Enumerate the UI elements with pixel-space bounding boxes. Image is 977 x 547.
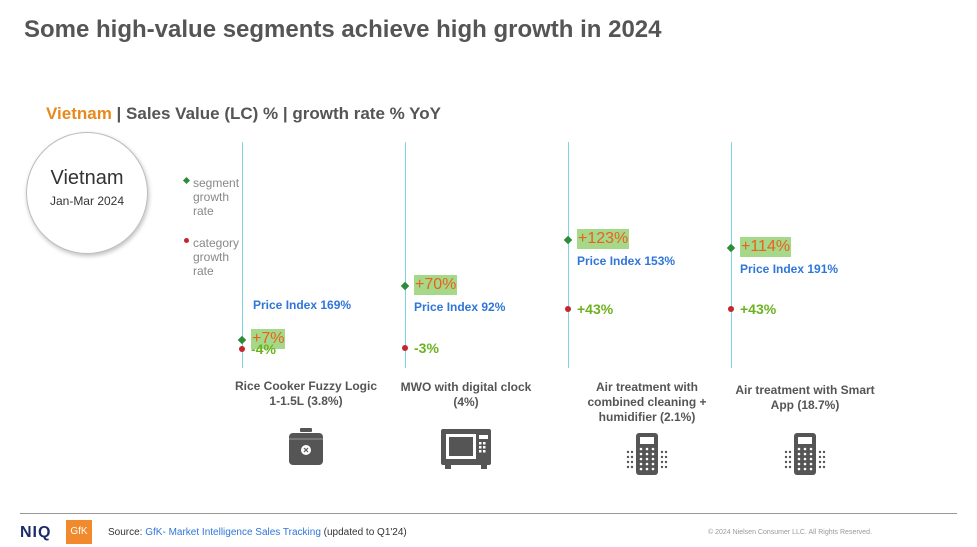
legend-category: category growth rate — [184, 236, 253, 278]
category-growth-marker — [239, 345, 245, 352]
category-label: Air treatment with combined cleaning + h… — [587, 380, 707, 424]
period-badge: Vietnam Jan-Mar 2024 — [26, 132, 148, 254]
price-index-label: Price Index 92% — [414, 299, 506, 314]
segment-growth-label: +7% — [251, 328, 286, 349]
source-suffix: (updated to Q1'24) — [320, 527, 407, 538]
category-label: Air treatment with Smart App (18.7%) — [735, 383, 875, 412]
footer-divider — [20, 513, 957, 514]
category-axis-line — [731, 142, 732, 368]
legend-category-label: category growth rate — [193, 236, 240, 278]
legend-category-marker — [184, 238, 189, 243]
air-purifier-icon — [625, 432, 669, 481]
category-growth-label: -4% — [251, 340, 276, 357]
subtitle-country: Vietnam — [46, 104, 112, 123]
source-prefix: Source: — [108, 527, 146, 538]
segment-growth-label: +70% — [414, 274, 458, 295]
category-axis-line — [568, 142, 569, 368]
badge-period: Jan-Mar 2024 — [49, 194, 125, 208]
badge-country: Vietnam — [50, 167, 124, 189]
category-axis-line — [242, 142, 243, 368]
segment-growth-label: +114% — [740, 237, 792, 258]
category-growth-label: +43% — [740, 300, 777, 317]
page-title: Some high-value segments achieve high gr… — [24, 16, 662, 43]
microwave-icon — [440, 428, 492, 475]
niq-logo: NIQ — [20, 524, 52, 541]
legend-segment-marker — [182, 176, 191, 185]
segment-growth-marker — [726, 243, 736, 253]
source-note: Source: GfK- Market Intelligence Sales T… — [108, 527, 407, 538]
chart-subtitle: Vietnam | Sales Value (LC) % | growth ra… — [46, 104, 441, 124]
subtitle-text: | Sales Value (LC) % | growth rate % YoY — [111, 104, 441, 123]
price-index-label: Price Index 153% — [577, 254, 676, 269]
segment-growth-marker — [237, 335, 247, 344]
price-index-label: Price Index 191% — [740, 262, 839, 277]
segment-growth-marker — [400, 281, 410, 290]
category-label: Rice Cooker Fuzzy Logic 1-1.5L (3.8%) — [234, 379, 378, 408]
category-growth-label: +43% — [577, 300, 614, 317]
category-label: MWO with digital clock (4%) — [400, 380, 532, 409]
gfk-logo: GfK — [66, 520, 92, 544]
legend-segment: segment growth rate — [182, 176, 253, 218]
rice-cooker-icon — [288, 428, 324, 471]
category-growth-marker — [728, 305, 734, 312]
source-link[interactable]: GfK- Market Intelligence Sales Tracking — [145, 527, 321, 538]
category-growth-label: -3% — [414, 340, 439, 357]
segment-growth-marker — [563, 236, 573, 245]
segment-growth-label: +123% — [577, 229, 630, 250]
category-growth-marker — [402, 345, 408, 352]
category-growth-marker — [565, 305, 571, 312]
price-index-label: Price Index 169% — [253, 297, 352, 312]
air-purifier-icon — [783, 432, 827, 481]
legend-segment-label: segment growth rate — [193, 176, 240, 218]
category-axis-line — [405, 142, 406, 368]
copyright: © 2024 Nielsen Consumer LLC. All Rights … — [708, 529, 872, 536]
